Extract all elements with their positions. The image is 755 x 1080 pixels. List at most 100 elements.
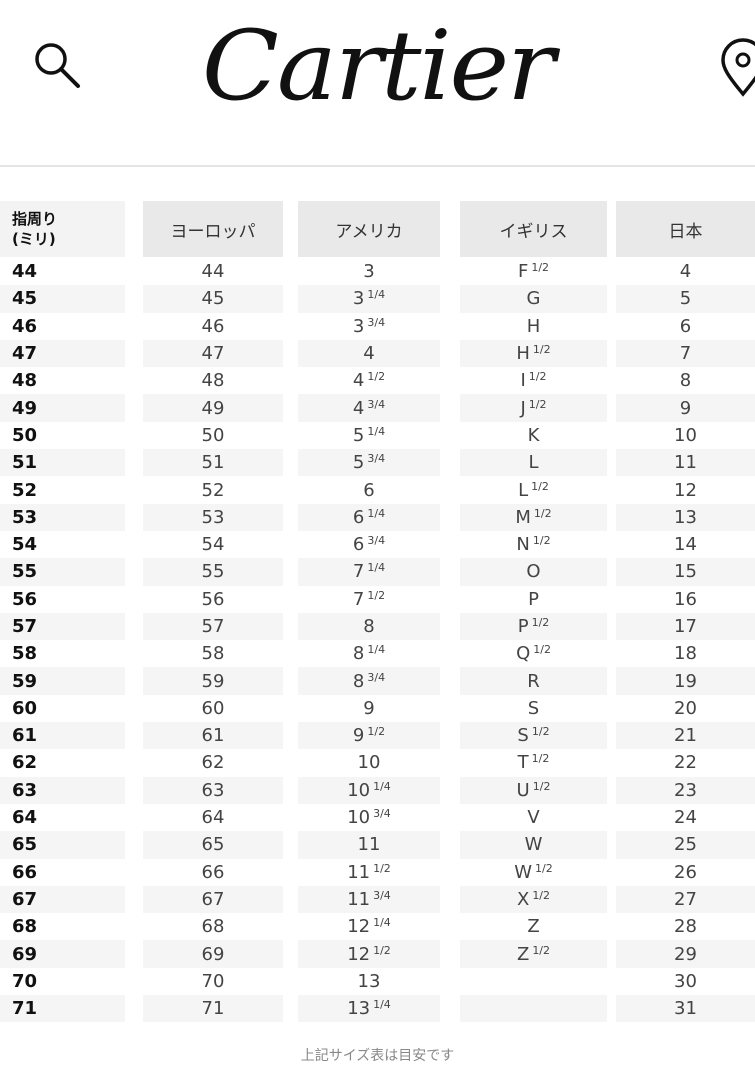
table-row: 61 61 9 1/2 S 1/2 21 [0, 722, 755, 750]
cell-america: 6 1/4 [298, 503, 440, 531]
cell-america-value: 8 [352, 643, 365, 665]
cell-europe: 47 [143, 339, 283, 368]
cell-uk: W [460, 831, 607, 859]
cell-uk: P 1/2 [460, 612, 607, 641]
cell-america-value: 11 [357, 834, 381, 856]
cell-mm: 69 [0, 940, 125, 968]
cell-europe-value: 49 [201, 397, 225, 419]
cell-japan: 7 [616, 339, 755, 368]
cell-japan: 14 [616, 531, 755, 558]
cell-japan-value: 17 [674, 616, 697, 637]
header-uk: イギリス [460, 201, 607, 257]
cell-mm-value: 67 [12, 888, 38, 910]
cell-uk-value: G [526, 288, 541, 310]
cell-mm: 70 [0, 968, 125, 995]
cell-uk: T 1/2 [460, 749, 607, 776]
cell-america-value: 4 [363, 343, 375, 365]
cell-america-value: 3 [352, 288, 365, 310]
cell-america-value: 6 [352, 534, 365, 556]
table-row: 53 53 6 1/4 M 1/2 13 [0, 503, 755, 531]
table-row: 58 58 8 1/4 Q 1/2 18 [0, 640, 755, 667]
cell-europe-value: 58 [201, 643, 225, 665]
table-row: 46 46 3 3/4 H 6 [0, 313, 755, 340]
cell-mm: 53 [0, 503, 125, 531]
cell-mm: 56 [0, 586, 125, 613]
map-pin-icon[interactable] [718, 38, 755, 98]
cell-europe: 55 [143, 558, 283, 586]
cell-america-value: 10 [347, 807, 371, 829]
cell-uk: Z [460, 913, 607, 940]
cell-europe: 49 [143, 394, 283, 422]
cell-america-value: 9 [363, 697, 375, 719]
table-row: 56 56 7 1/2 P 16 [0, 586, 755, 613]
cell-uk: V [460, 804, 607, 831]
cell-america: 10 [298, 749, 440, 776]
cell-uk-fraction: 1/2 [532, 943, 551, 957]
cell-mm: 48 [0, 367, 125, 394]
cell-mm: 62 [0, 749, 125, 776]
cell-uk-value: H [516, 343, 530, 365]
cell-europe: 66 [143, 859, 283, 886]
cell-japan-value: 8 [679, 370, 692, 392]
cell-mm-value: 46 [12, 315, 38, 337]
cell-uk-fraction: 1/2 [531, 725, 550, 739]
cell-america: 11 1/2 [298, 859, 440, 886]
cell-america: 9 1/2 [298, 722, 440, 750]
cell-america-value: 4 [352, 397, 365, 419]
cell-japan-value: 29 [674, 943, 697, 965]
cell-america-fraction: 1/4 [367, 643, 386, 657]
cell-america: 3 [298, 258, 440, 285]
cell-mm-value: 44 [12, 261, 38, 283]
table-row: 67 67 11 3/4 X 1/2 27 [0, 885, 755, 914]
cell-europe: 64 [143, 804, 283, 831]
cell-america-fraction: 3/4 [367, 534, 386, 548]
table-row: 54 54 6 3/4 N 1/2 14 [0, 531, 755, 558]
cell-mm: 60 [0, 695, 125, 722]
table-row: 44 44 3 F 1/2 4 [0, 258, 755, 285]
cell-mm-value: 55 [12, 561, 38, 583]
table-row: 64 64 10 3/4 V 24 [0, 804, 755, 831]
cell-europe: 45 [143, 285, 283, 313]
cell-europe: 44 [143, 258, 283, 285]
cell-america: 8 3/4 [298, 667, 440, 695]
table-row: 68 68 12 1/4 Z 28 [0, 913, 755, 940]
cell-uk: H 1/2 [460, 339, 607, 368]
cell-uk: Z 1/2 [460, 940, 607, 968]
cell-japan-value: 30 [674, 970, 697, 992]
cell-america-fraction: 1/4 [367, 561, 386, 575]
cell-europe-value: 50 [201, 424, 225, 446]
cell-america-fraction: 3/4 [367, 397, 386, 411]
cell-uk-value: L [528, 452, 539, 474]
cell-uk-fraction: 1/2 [531, 261, 550, 275]
cell-japan: 6 [616, 313, 755, 340]
cell-mm-value: 51 [12, 452, 38, 474]
cell-europe: 65 [143, 831, 283, 859]
cell-mm: 54 [0, 531, 125, 558]
cell-europe: 57 [143, 612, 283, 641]
cell-america-value: 5 [352, 452, 365, 474]
cell-europe-value: 61 [201, 725, 225, 747]
cell-europe-value: 55 [201, 561, 225, 583]
cartier-logo[interactable]: Cartier [201, 10, 555, 122]
search-icon[interactable] [32, 40, 82, 90]
cell-america: 11 3/4 [298, 885, 440, 914]
cell-europe-value: 59 [201, 670, 225, 692]
table-row: 55 55 7 1/4 O 15 [0, 558, 755, 586]
cell-europe: 52 [143, 476, 283, 503]
cell-mm: 71 [0, 995, 125, 1023]
cell-europe: 56 [143, 586, 283, 613]
cell-uk-value: R [527, 670, 540, 692]
cell-mm: 61 [0, 722, 125, 750]
cell-mm-value: 65 [12, 834, 38, 856]
cell-japan: 28 [616, 913, 755, 940]
cell-uk: U 1/2 [460, 776, 607, 804]
cell-uk-value: M [515, 506, 531, 528]
cell-uk [460, 968, 607, 995]
table-row: 59 59 8 3/4 R 19 [0, 667, 755, 695]
cell-uk: M 1/2 [460, 503, 607, 531]
table-row: 62 62 10 T 1/2 22 [0, 749, 755, 776]
cell-japan: 9 [616, 394, 755, 422]
cell-mm-value: 64 [12, 807, 38, 829]
cell-america: 12 1/2 [298, 940, 440, 968]
table-row: 57 57 8 P 1/2 17 [0, 612, 755, 641]
